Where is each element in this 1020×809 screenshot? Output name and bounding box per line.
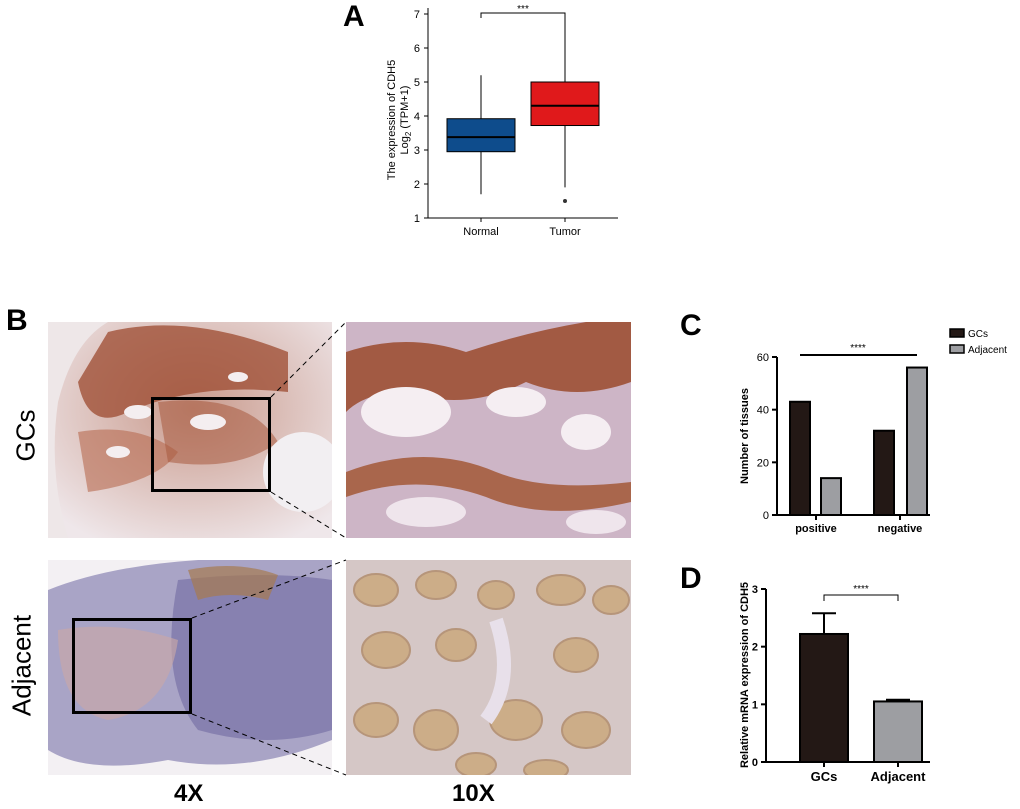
- chart-d-ytick-label: 1: [752, 699, 758, 711]
- chart-a-ylabel-line1: The expression of CDH5: [386, 60, 398, 180]
- chart-c-bar-gcs-positive: [789, 400, 811, 516]
- chart-a-ytick-label: 7: [414, 9, 420, 21]
- row-label-gcs: GCs: [10, 409, 41, 462]
- chart-a-ytick-label: 6: [414, 43, 420, 55]
- chart-a-outlier: [563, 199, 567, 203]
- chart-d-xtick-label: GCs: [811, 769, 838, 784]
- chart-d-ytick-label: 3: [752, 584, 758, 596]
- chart-c-ytick-label: 20: [757, 457, 769, 469]
- chart-d-ylabel: Relative mRNA expression of CDH5: [739, 582, 751, 768]
- histology-gcs-10x-image: [346, 322, 631, 538]
- magnification-label-4x: 4X: [174, 780, 204, 807]
- magnification-label-10x: 10X: [452, 780, 495, 807]
- row-label-adjacent: Adjacent: [6, 614, 37, 717]
- chart-d-significance-bracket: [823, 594, 899, 601]
- chart-a-ytick-label: 2: [414, 179, 420, 191]
- chart-a-box: [446, 118, 516, 153]
- chart-c-legend-label-gcs: GCs: [968, 329, 988, 340]
- chart-a-xtick-label: Tumor: [549, 226, 581, 238]
- chart-c-ytick-label: 0: [763, 510, 769, 522]
- chart-a-significance-bracket: [480, 12, 566, 18]
- chart-a-xtick-label: Normal: [463, 226, 498, 238]
- chart-c-xtick-label: negative: [878, 523, 923, 535]
- panel-label-a: A: [343, 0, 365, 33]
- chart-a-significance-label: ***: [517, 4, 529, 15]
- chart-c-bar-adjacent-positive: [820, 477, 842, 516]
- chart-d-bar-adjacent: [873, 700, 923, 763]
- zoom-box-adjacent: [72, 618, 192, 714]
- chart-d-significance-label: ****: [853, 584, 869, 595]
- chart-d-bar-gcs: [799, 632, 849, 764]
- histology-gcs-10x-drawing: [346, 322, 631, 538]
- chart-a-ytick-label: 4: [414, 111, 420, 123]
- panel-label-b: B: [6, 304, 28, 337]
- chart-d-ytick-label: 0: [752, 757, 758, 769]
- chart-c-significance-label: ****: [850, 343, 866, 354]
- chart-c-legend-label-adjacent: Adjacent: [968, 345, 1007, 356]
- chart-c-bar-gcs-negative: [873, 429, 895, 516]
- histology-adjacent-10x-image: [346, 560, 631, 775]
- chart-c-xtick-label: positive: [795, 523, 837, 535]
- chart-c-ytick-label: 60: [757, 352, 769, 364]
- chart-a-box: [530, 81, 600, 127]
- chart-a-ytick-label: 3: [414, 145, 420, 157]
- chart-d-xtick-label: Adjacent: [871, 769, 927, 784]
- panel-label-c: C: [680, 309, 702, 342]
- zoom-box-gcs: [151, 397, 271, 492]
- chart-a-ytick-label: 5: [414, 77, 420, 89]
- histology-gcs-4x-drawing: [54, 322, 332, 538]
- chart-d-ytick-label: 2: [752, 642, 758, 654]
- chart-c-ylabel: Number of tissues: [739, 388, 751, 484]
- chart-a-ytick-label: 1: [414, 213, 420, 225]
- chart-d-bar: Relative mRNA expression of CDH5 0 1 2 3 GCs…: [739, 582, 930, 784]
- chart-c-legend-swatch-adjacent: [949, 344, 965, 354]
- chart-c-bar-adjacent-negative: [906, 366, 928, 516]
- chart-c-legend-swatch-gcs: [949, 328, 965, 338]
- chart-a-ylabel-line2: Log2 (TPM+1): [399, 86, 413, 155]
- chart-c-bar: Number of tissues 0 20 40 60 positive negativ…: [739, 328, 1007, 535]
- chart-a-boxplot: The expression of CDH5 Log2 (TPM+1) 1 2 3 4…: [386, 4, 618, 238]
- histology-adjacent-10x-drawing: [346, 560, 631, 775]
- chart-c-ytick-label: 40: [757, 405, 769, 417]
- panel-label-d: D: [680, 562, 702, 595]
